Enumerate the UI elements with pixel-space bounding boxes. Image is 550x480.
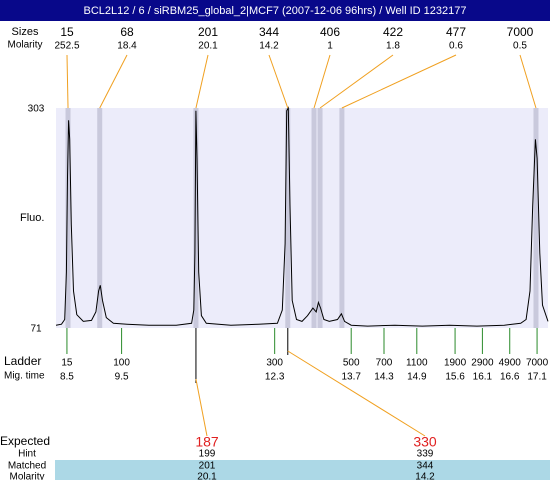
peak-band [311, 108, 317, 328]
ladder-time: 12.3 [265, 372, 285, 383]
peak-link [313, 54, 331, 109]
time-label: Mig. time [4, 371, 45, 382]
ladder-size: 15 [61, 358, 73, 369]
ladder-time: 16.1 [473, 372, 493, 383]
match-link [287, 350, 426, 437]
ladder-size: 1100 [406, 358, 428, 369]
peak-link [319, 54, 394, 109]
plot-area [56, 108, 548, 328]
peak-molarity: 18.4 [117, 41, 137, 52]
matched-value: 201 [199, 461, 216, 472]
peak-band [97, 108, 103, 328]
molarity-value: 20.1 [197, 472, 217, 480]
ladder-size: 2900 [471, 358, 494, 369]
ladder-time: 14.3 [374, 372, 394, 383]
expected-value: 187 [195, 434, 219, 450]
y-label: Fluo. [20, 212, 44, 224]
peak-molarity: 14.2 [259, 41, 279, 52]
matched-band [55, 460, 550, 480]
peak-molarity: 0.5 [513, 41, 527, 52]
peak-link [268, 54, 289, 109]
ladder-size: 1900 [444, 358, 467, 369]
peak-size: 477 [446, 25, 466, 39]
match-link [195, 378, 208, 437]
peak-band [65, 108, 71, 328]
peak-molarity: 252.5 [54, 41, 79, 52]
peak-band [285, 108, 291, 328]
title-bar [0, 0, 550, 21]
peak-band [339, 108, 345, 328]
peak-link [99, 54, 128, 109]
molarity-label: Molarity [7, 40, 42, 51]
peak-size: 422 [383, 25, 403, 39]
peak-band [193, 108, 199, 328]
matched-label: Matched [8, 461, 46, 472]
expected-molarity-label: Molarity [9, 472, 44, 480]
ladder-time: 9.5 [115, 372, 129, 383]
ladder-time: 13.7 [341, 372, 361, 383]
peak-link [519, 54, 537, 109]
peak-size: 15 [60, 25, 74, 39]
ladder-time: 14.9 [407, 372, 427, 383]
y-tick-label: 71 [30, 324, 42, 335]
ladder-size: 300 [266, 358, 283, 369]
ladder-time: 17.1 [527, 372, 547, 383]
peak-size: 344 [259, 25, 279, 39]
peak-size: 7000 [507, 25, 534, 39]
title: BCL2L12 / 6 / siRBM25_global_2|MCF7 (200… [84, 5, 467, 17]
peak-molarity: 20.1 [198, 41, 218, 52]
sizes-label: Sizes [12, 26, 39, 38]
ladder-size: 7000 [526, 358, 549, 369]
peak-band [533, 108, 539, 328]
expected-value: 330 [413, 434, 437, 450]
ladder-size: 100 [113, 358, 130, 369]
peak-link [341, 54, 457, 109]
ladder-size: 500 [343, 358, 360, 369]
expected-label: Expected [0, 434, 50, 448]
ladder-size: 700 [376, 358, 393, 369]
peak-link [195, 54, 209, 109]
ladder-size: 4900 [499, 358, 522, 369]
peak-size: 201 [198, 25, 218, 39]
hint-label: Hint [18, 449, 36, 460]
ladder-label: Ladder [4, 354, 41, 368]
peak-size: 68 [120, 25, 134, 39]
ladder-time: 8.5 [60, 372, 74, 383]
peak-size: 406 [320, 25, 340, 39]
ladder-time: 15.6 [445, 372, 465, 383]
hint-value: 339 [417, 449, 434, 460]
ladder-time: 16.6 [500, 372, 520, 383]
peak-molarity: 0.6 [449, 41, 463, 52]
peak-band [317, 108, 323, 328]
peak-molarity: 1 [327, 41, 333, 52]
trace [55, 106, 549, 327]
matched-value: 344 [417, 461, 434, 472]
hint-value: 199 [199, 449, 216, 460]
y-tick-label: 303 [28, 104, 45, 115]
peak-molarity: 1.8 [386, 41, 400, 52]
peak-link [66, 54, 69, 109]
molarity-value: 14.2 [415, 472, 435, 480]
